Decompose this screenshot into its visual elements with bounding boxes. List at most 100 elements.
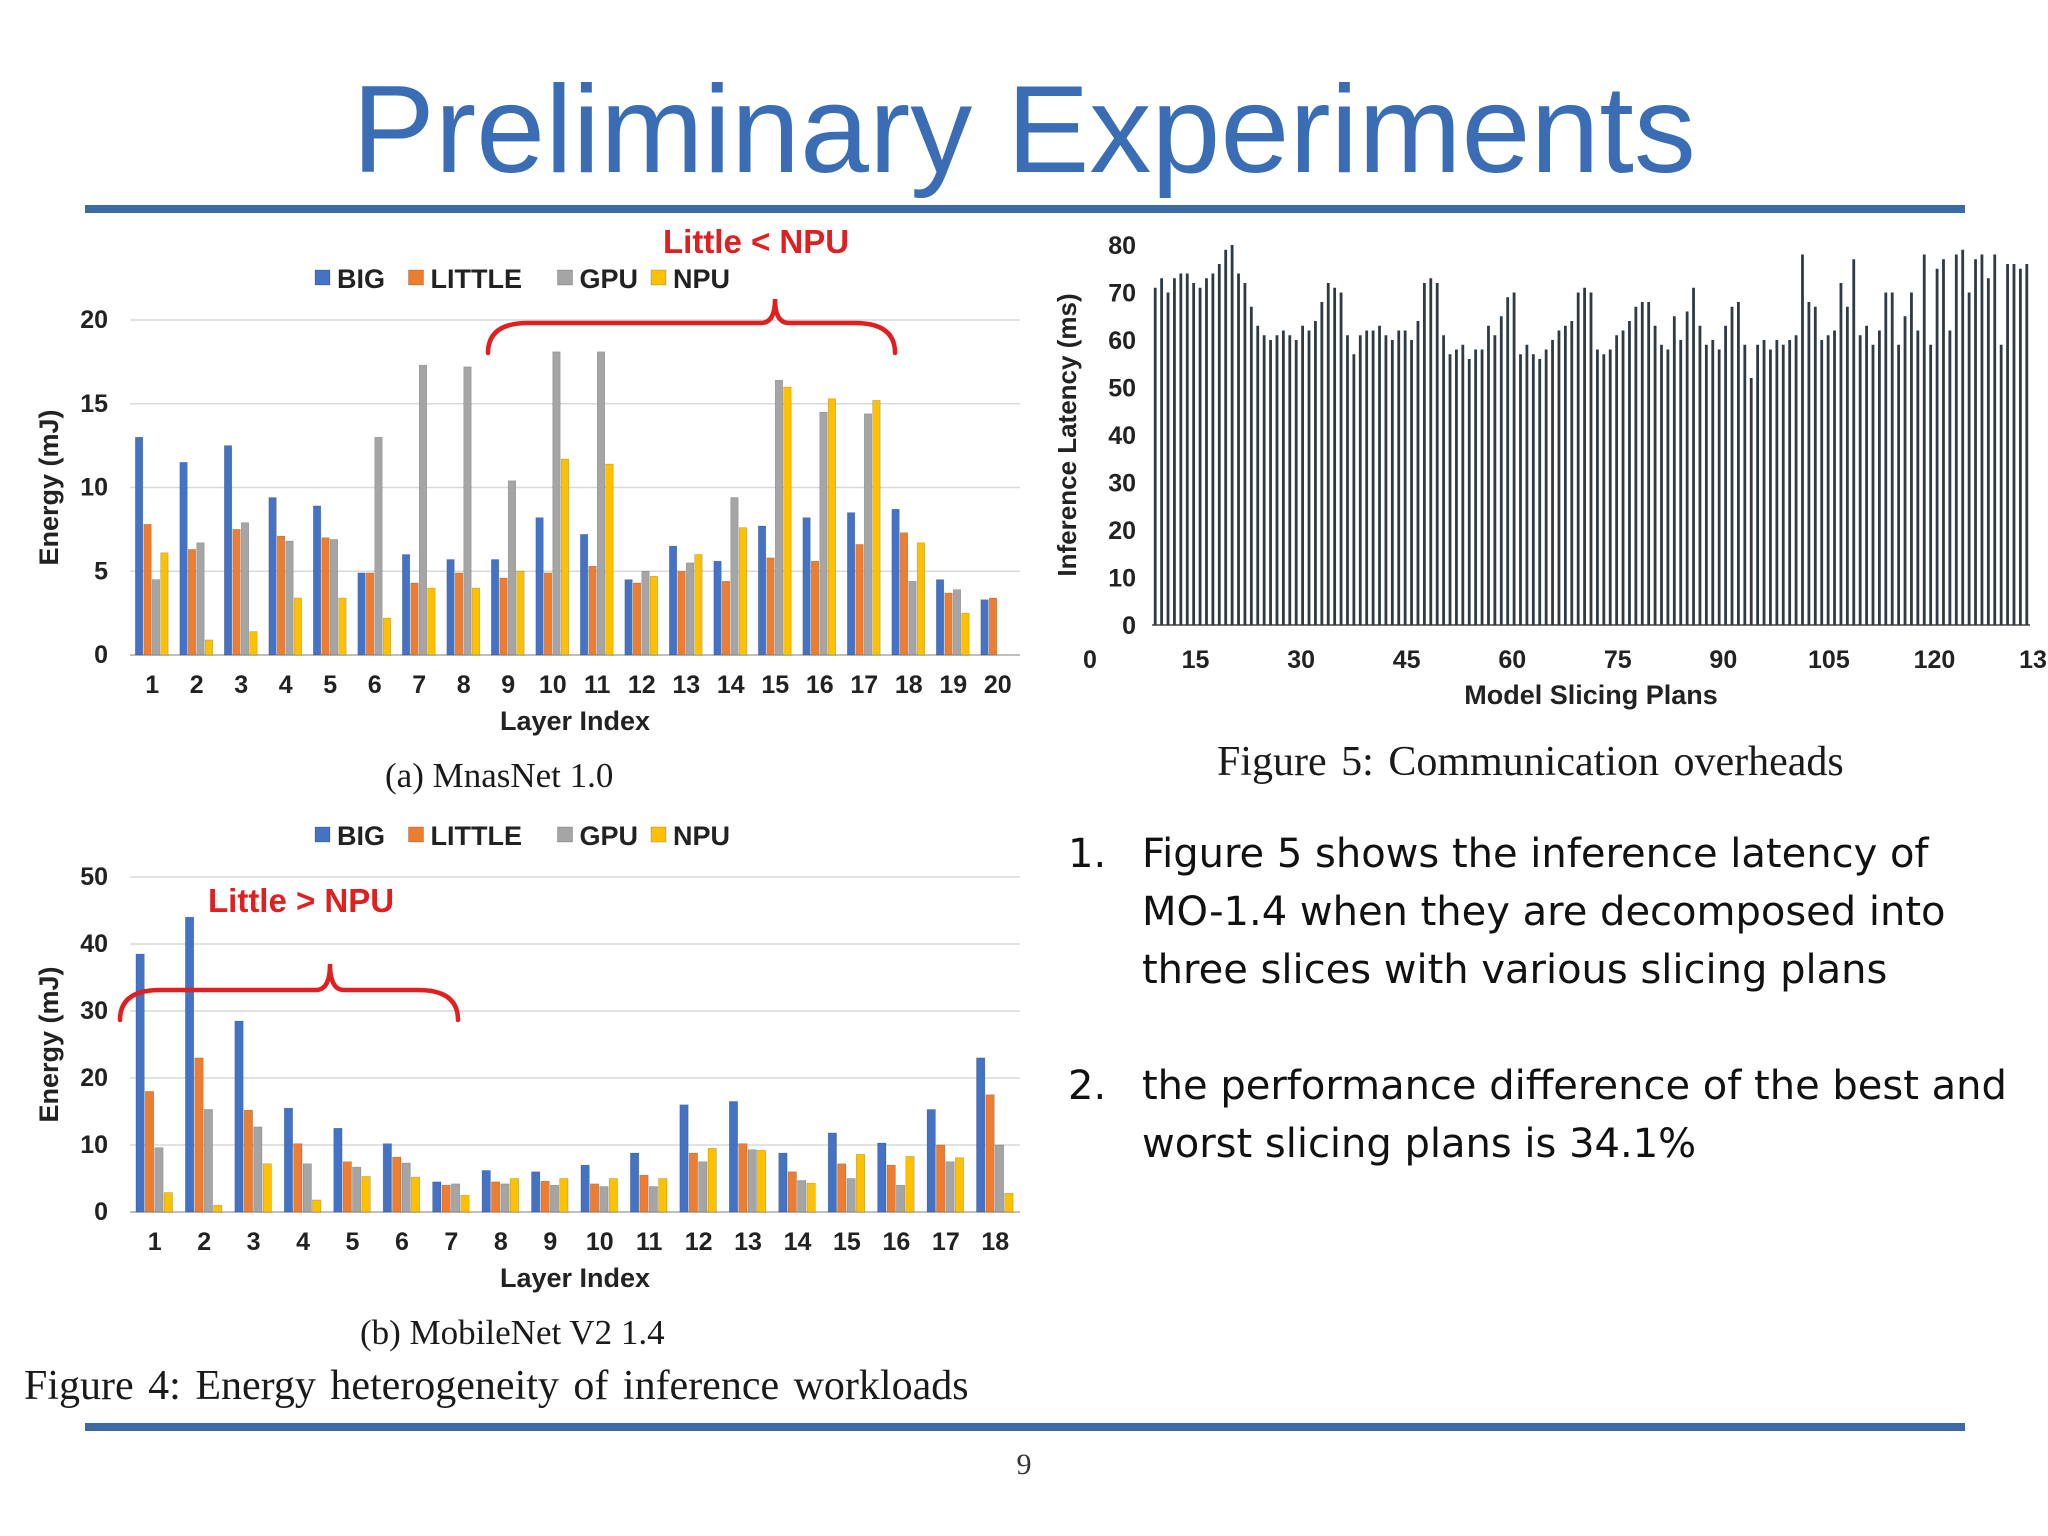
bar-big — [491, 559, 500, 656]
bar-big — [630, 1152, 640, 1213]
legend-swatch — [557, 826, 573, 843]
latency-bar — [1506, 297, 1510, 625]
y-tick-label: 50 — [1108, 375, 1136, 403]
x-tick-label: 15 — [833, 1228, 861, 1256]
latency-bar — [1294, 340, 1298, 625]
bar-little — [441, 1184, 451, 1213]
bar-gpu — [549, 1184, 559, 1213]
legend-label: GPU — [580, 264, 639, 294]
latency-bar — [1640, 302, 1644, 625]
bar-little — [985, 1094, 995, 1213]
latency-bar — [1429, 278, 1433, 625]
bar-big — [847, 512, 856, 656]
latency-bar — [1903, 316, 1907, 625]
latency-bar — [1262, 335, 1266, 625]
x-tick-label: 4 — [296, 1228, 310, 1256]
bar-gpu — [747, 1149, 757, 1213]
latency-bar — [1339, 292, 1343, 625]
latency-bar — [1512, 292, 1516, 625]
latency-bar — [1589, 292, 1593, 625]
latency-bar — [1493, 335, 1497, 625]
legend-swatch — [650, 269, 667, 286]
legend-label: GPU — [580, 821, 639, 851]
legend-label: BIG — [337, 264, 385, 294]
x-tick-label: 19 — [939, 671, 967, 699]
x-tick-label: 0 — [1083, 646, 1097, 674]
latency-bar — [1563, 325, 1567, 625]
bar-npu — [658, 1178, 668, 1213]
latency-bar — [1781, 344, 1785, 625]
y-tick-label: 0 — [94, 1198, 108, 1226]
latency-bar — [1929, 344, 1933, 625]
y-tick-label: 20 — [80, 1064, 108, 1092]
bar-little — [365, 572, 375, 656]
x-tick-label: 7 — [444, 1228, 458, 1256]
x-tick-label: 17 — [932, 1228, 960, 1256]
latency-bar — [1730, 306, 1734, 625]
x-tick-label: 12 — [628, 671, 656, 699]
bullet-number: 1. — [1068, 831, 1107, 877]
latency-bar — [1275, 335, 1279, 625]
bar-little — [688, 1152, 698, 1213]
bar-little — [543, 572, 553, 656]
latency-bar — [1788, 340, 1792, 625]
latency-bar — [1916, 330, 1920, 625]
latency-bar — [1410, 340, 1413, 625]
latency-bar — [1692, 287, 1695, 625]
latency-bar — [1948, 330, 1952, 625]
bar-gpu — [329, 539, 339, 656]
latency-bar — [1281, 330, 1285, 625]
bar-big — [432, 1181, 442, 1213]
bar-big — [877, 1142, 887, 1213]
bar-gpu — [797, 1180, 807, 1213]
bar-gpu — [698, 1161, 708, 1213]
latency-bar — [1794, 335, 1798, 625]
bar-little — [392, 1156, 402, 1213]
x-axis-label: Model Slicing Plans — [1464, 680, 1718, 710]
latency-bar — [1249, 306, 1253, 625]
latency-bar — [1910, 292, 1913, 625]
bar-big — [481, 1170, 491, 1213]
bar-little — [540, 1180, 550, 1213]
bar-little — [321, 537, 330, 656]
latency-bar — [1749, 378, 1753, 625]
latency-bar — [1974, 259, 1977, 625]
latency-bar — [1205, 278, 1208, 625]
chart-slicing-latency: 0 10 20 30 40 50 60 70 80 0 15 30 45 60 75 90 105 120 135 M… — [1052, 232, 2048, 710]
bar-big — [669, 545, 678, 656]
latency-bar — [1608, 349, 1612, 625]
latency-bar — [1820, 340, 1824, 625]
x-tick-label: 4 — [279, 671, 293, 699]
latency-bar — [1628, 321, 1631, 625]
latency-bar — [1422, 283, 1426, 625]
legend-label: BIG — [337, 821, 385, 851]
bar-npu — [872, 400, 881, 656]
latency-bar — [1499, 316, 1503, 625]
latency-bar — [1455, 349, 1458, 625]
x-tick-label: 90 — [1709, 646, 1737, 674]
caption-mobilenet: (b) MobileNet V2 1.4 — [360, 1313, 665, 1352]
latency-bar — [1845, 306, 1849, 625]
x-tick-label: 135 — [2019, 646, 2048, 674]
bar-big — [728, 1101, 738, 1213]
legend-swatch — [314, 269, 331, 286]
legend-swatch — [314, 826, 331, 843]
latency-bar — [1320, 302, 1324, 625]
bar-npu — [649, 575, 658, 656]
latency-bar — [1890, 292, 1894, 625]
latency-bar — [1852, 259, 1856, 625]
bar-npu — [249, 631, 258, 656]
y-tick-label: 5 — [94, 557, 108, 585]
y-tick-label: 70 — [1108, 280, 1136, 308]
bar-gpu — [253, 1126, 263, 1213]
bar-big — [234, 1020, 244, 1213]
bar-little — [276, 535, 286, 656]
latency-bar — [1153, 287, 1157, 625]
latency-bar — [1704, 344, 1708, 625]
legend-label: NPU — [673, 264, 730, 294]
latency-bar — [2025, 264, 2029, 625]
latency-bar — [1954, 254, 1958, 625]
latency-bar — [1897, 344, 1901, 625]
x-tick-label: 10 — [586, 1228, 614, 1256]
